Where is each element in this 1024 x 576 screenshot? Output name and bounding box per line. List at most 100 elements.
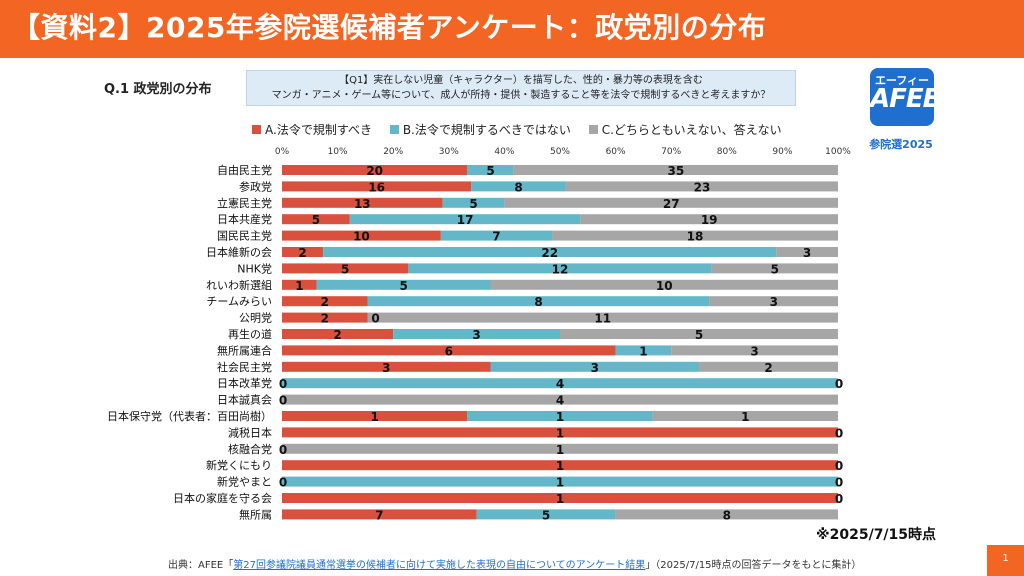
data-label-a: 1 [556, 426, 564, 440]
category-label: 参政党 [239, 179, 272, 193]
x-tick-label: 50% [550, 147, 570, 157]
data-label-c: 5 [771, 262, 779, 276]
x-tick-label: 0% [275, 147, 290, 157]
bar-segment-a [282, 165, 468, 175]
bar-segment-a [282, 361, 491, 372]
footer-prefix: 出典：AFEE「 [168, 560, 234, 571]
category-label: 立憲民主党 [217, 196, 272, 210]
question-line-2: マンガ・アニメ・ゲーム等について、成人が所持・提供・製造すること等を法令で規制す… [271, 90, 771, 101]
bar-segment-a [282, 493, 838, 503]
data-label-b: 1 [556, 476, 564, 490]
bar-segment-b [349, 214, 581, 225]
data-label-c: 2 [764, 361, 772, 375]
category-label: 日本保守党（代表者：百田尚樹） [107, 409, 272, 423]
data-label-c: 8 [723, 508, 731, 522]
bar-segment-a [282, 509, 477, 520]
legend-label-b: B.法令で規制するべきではない [402, 123, 571, 137]
data-label-b: 22 [541, 246, 558, 260]
data-label-c: 0 [835, 459, 843, 473]
category-label: 自由民主党 [217, 163, 272, 177]
data-label-a: 5 [312, 213, 320, 227]
bar-segment-c [513, 165, 838, 175]
bar-segment-c [565, 181, 838, 192]
bar-segment-b [282, 378, 838, 389]
data-label-a: 2 [298, 246, 306, 260]
legend-swatch-a [252, 125, 261, 134]
data-label-c: 35 [667, 164, 684, 178]
category-label: NHK党 [237, 262, 272, 275]
x-tick-label: 80% [717, 147, 737, 157]
bar-segment-a [282, 279, 317, 290]
data-label-b: 1 [556, 410, 564, 424]
source-link[interactable]: 第27回参議院議員通常選挙の候補者に向けて実施した表現の自由についてのアンケート… [233, 560, 646, 571]
bar-segment-c [671, 345, 838, 356]
data-label-c: 3 [750, 344, 758, 358]
bar-segment-a [282, 230, 441, 241]
bar-segment-b [282, 476, 838, 487]
data-label-b: 1 [639, 344, 647, 358]
bar-segment-c [776, 247, 838, 257]
bar-segment-a [282, 214, 350, 225]
legend-swatch-c [588, 125, 598, 134]
data-label-c: 0 [835, 426, 843, 440]
data-label-b: 8 [514, 180, 522, 194]
bar-segment-a [282, 247, 324, 257]
data-label-a: 1 [556, 492, 564, 506]
data-label-a: 7 [375, 508, 383, 522]
chart-legend: A.法令で規制すべき B.法令で規制するべきではない C.どちらともいえない、答… [252, 121, 796, 138]
question-line-1: 【Q1】実在しない児童（キャラクター）を描写した、性的・暴力等の表現を含む [339, 75, 703, 86]
category-label: 国民民主党 [217, 230, 272, 243]
page-title: 【資料2】2025年参院選候補者アンケート：政党別の分布 [12, 11, 767, 44]
data-label-b: 5 [542, 508, 550, 522]
data-label-a: 13 [354, 197, 371, 211]
category-label: 無所属 [239, 507, 272, 521]
data-label-a: 1 [370, 410, 378, 424]
data-label-a: 1 [295, 279, 303, 293]
data-label-c: 3 [803, 246, 811, 260]
category-label: 再生の道 [228, 327, 272, 341]
bar-segment-b [615, 345, 672, 356]
data-label-a: 10 [353, 230, 370, 244]
data-label-a: 0 [279, 377, 287, 391]
category-label: 核融合党 [228, 442, 272, 456]
category-label: 減税日本 [228, 425, 272, 439]
legend-label-a: A.法令で規制すべき [265, 123, 372, 137]
data-label-c: 0 [835, 492, 843, 506]
category-label: 無所属連合 [217, 343, 272, 357]
data-label-c: 23 [694, 180, 711, 194]
data-label-a: 5 [341, 262, 349, 276]
bar-segment-c [504, 197, 838, 208]
bar-segment-c [282, 443, 838, 454]
chart-section-label: Q.1 政党別の分布 [104, 82, 212, 97]
data-label-b: 0 [371, 312, 379, 326]
x-tick-label: 30% [439, 147, 459, 157]
category-label: 日本の家庭を守る会 [173, 491, 272, 505]
category-label: 新党くにもり [206, 458, 272, 472]
category-label: 公明党 [239, 312, 272, 325]
bar-segment-b [467, 411, 653, 421]
bar-segment-a [282, 460, 838, 471]
bar-segment-c [552, 230, 838, 241]
x-tick-label: 70% [661, 147, 681, 157]
data-label-c: 10 [656, 279, 673, 293]
data-label-c: 4 [556, 394, 564, 408]
legend-item-c: C.どちらともいえない、答えない [588, 121, 782, 138]
legend-label-c: C.どちらともいえない、答えない [601, 123, 782, 137]
data-label-a: 2 [333, 328, 341, 342]
data-label-a: 0 [279, 476, 287, 490]
data-label-c: 3 [770, 295, 778, 309]
category-label: 新党やまと [217, 475, 272, 489]
bar-segment-b [467, 165, 514, 175]
bar-segment-c [711, 263, 838, 274]
bar-segment-c [615, 509, 838, 520]
category-label: 日本改革党 [217, 376, 272, 390]
data-label-c: 0 [835, 377, 843, 391]
bar-segment-a [282, 427, 838, 438]
bar-segment-c [699, 361, 838, 372]
data-label-b: 5 [469, 197, 477, 211]
bar-segment-c [580, 214, 838, 225]
bar-segment-c [652, 411, 838, 421]
x-tick-label: 60% [606, 147, 626, 157]
category-label: れいわ新選組 [206, 278, 272, 292]
